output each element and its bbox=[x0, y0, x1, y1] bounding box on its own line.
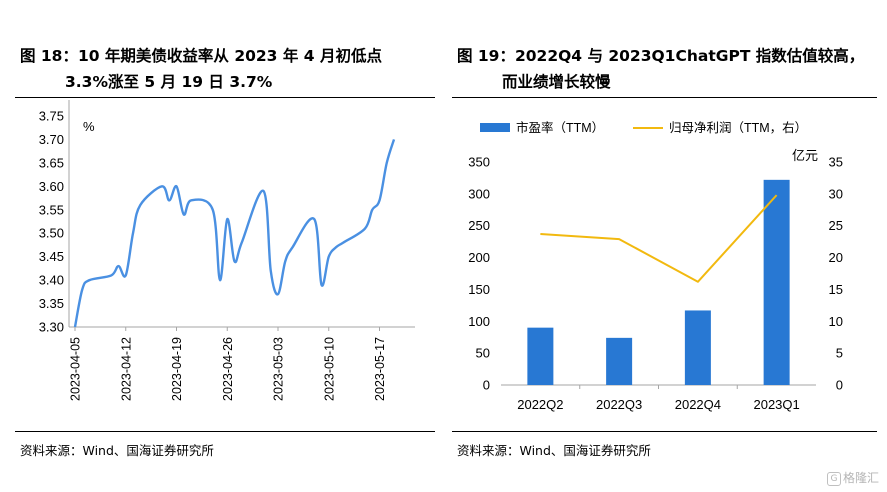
x-tick-label: 2023-04-26 bbox=[221, 337, 235, 401]
net-profit-line bbox=[540, 194, 778, 283]
y-tick-label: 0 bbox=[483, 378, 490, 393]
y-unit-label: % bbox=[83, 119, 95, 134]
y-tick-label: 3.55 bbox=[39, 202, 64, 217]
x-tick-label: 2023-05-17 bbox=[373, 337, 387, 401]
pe-bar bbox=[606, 337, 633, 385]
y-tick-label: 3.75 bbox=[39, 109, 64, 124]
y-tick-label: 3.70 bbox=[39, 132, 64, 147]
left-figure-title-line1: 图 18：10 年期美债收益率从 2023 年 4 月初低点 bbox=[20, 47, 382, 65]
y2-tick-label: 0 bbox=[836, 378, 843, 393]
pe-bar bbox=[763, 179, 790, 385]
y-tick-label: 3.65 bbox=[39, 155, 64, 170]
y-tick-label: 200 bbox=[468, 250, 490, 265]
watermark-logo: G 格隆汇 bbox=[826, 469, 879, 486]
y2-tick-label: 10 bbox=[829, 314, 843, 329]
x-category-label: 2022Q4 bbox=[675, 397, 721, 412]
right-source-rule bbox=[452, 431, 877, 432]
yield-series-line bbox=[73, 139, 396, 328]
y-axis-ticks: 3.30 3.35 3.40 3.45 3.50 3.55 3.60 3.65 3.70 3.75 bbox=[39, 109, 64, 335]
pe-bar bbox=[527, 327, 554, 385]
x-tick-label: 2023-05-03 bbox=[272, 337, 286, 401]
pe-bar bbox=[684, 310, 711, 385]
right-source-note: 资料来源：Wind、国海证券研究所 bbox=[457, 443, 651, 458]
left-y-axis-ticks: 0 50 100 150 200 250 300 350 bbox=[468, 155, 490, 393]
chart-legend: 市盈率（TTM） 归母净利润（TTM，右） bbox=[480, 120, 807, 135]
y-tick-label: 3.60 bbox=[39, 179, 64, 194]
right-axis-unit: 亿元 bbox=[792, 148, 818, 163]
y-tick-label: 300 bbox=[468, 186, 490, 201]
y2-tick-label: 25 bbox=[829, 218, 843, 233]
left-title-rule bbox=[15, 97, 435, 98]
y-tick-label: 350 bbox=[468, 155, 490, 170]
y2-tick-label: 15 bbox=[829, 282, 843, 297]
y-tick-label: 250 bbox=[468, 218, 490, 233]
x-axis-categories: 2022Q2 2022Q3 2022Q4 2023Q1 bbox=[517, 385, 800, 412]
x-tick-label: 2023-04-19 bbox=[170, 337, 184, 401]
x-tick-label: 2023-04-05 bbox=[69, 337, 83, 401]
legend-line-label: 归母净利润（TTM，右） bbox=[669, 120, 807, 135]
y2-tick-label: 35 bbox=[829, 155, 843, 170]
y-tick-label: 3.35 bbox=[39, 296, 64, 311]
left-source-rule bbox=[15, 431, 435, 432]
y-tick-label: 150 bbox=[468, 282, 490, 297]
x-tick-label: 2023-04-12 bbox=[119, 337, 133, 401]
left-source-note: 资料来源：Wind、国海证券研究所 bbox=[20, 443, 214, 458]
legend-bar-swatch bbox=[480, 123, 510, 132]
pe-bars bbox=[527, 179, 790, 385]
legend-bar-label: 市盈率（TTM） bbox=[516, 120, 604, 135]
y-tick-label: 3.45 bbox=[39, 249, 64, 264]
y2-tick-label: 5 bbox=[836, 346, 843, 361]
y2-tick-label: 30 bbox=[829, 186, 843, 201]
y-tick-label: 3.40 bbox=[39, 273, 64, 288]
y-tick-label: 50 bbox=[476, 346, 490, 361]
x-tick-label: 2023-05-10 bbox=[322, 337, 336, 401]
right-y-axis-ticks: 0 5 10 15 20 25 30 35 bbox=[829, 155, 843, 393]
right-figure-title-line2: 而业绩增长较慢 bbox=[502, 73, 611, 91]
x-axis-ticks: 2023-04-05 2023-04-12 2023-04-19 2023-04-26… bbox=[69, 327, 387, 401]
y-tick-label: 3.50 bbox=[39, 226, 64, 241]
x-category-label: 2023Q1 bbox=[753, 397, 799, 412]
left-figure-title-line2: 3.3%涨至 5 月 19 日 3.7% bbox=[65, 73, 273, 91]
watermark-icon: G bbox=[826, 471, 841, 486]
y-tick-label: 100 bbox=[468, 314, 490, 329]
right-figure-title-line1: 图 19：2022Q4 与 2023Q1ChatGPT 指数估值较高， bbox=[457, 47, 865, 65]
y2-tick-label: 20 bbox=[829, 250, 843, 265]
x-category-label: 2022Q3 bbox=[596, 397, 642, 412]
x-category-label: 2022Q2 bbox=[517, 397, 563, 412]
right-title-rule bbox=[452, 97, 877, 98]
y-tick-label: 3.30 bbox=[39, 320, 64, 335]
